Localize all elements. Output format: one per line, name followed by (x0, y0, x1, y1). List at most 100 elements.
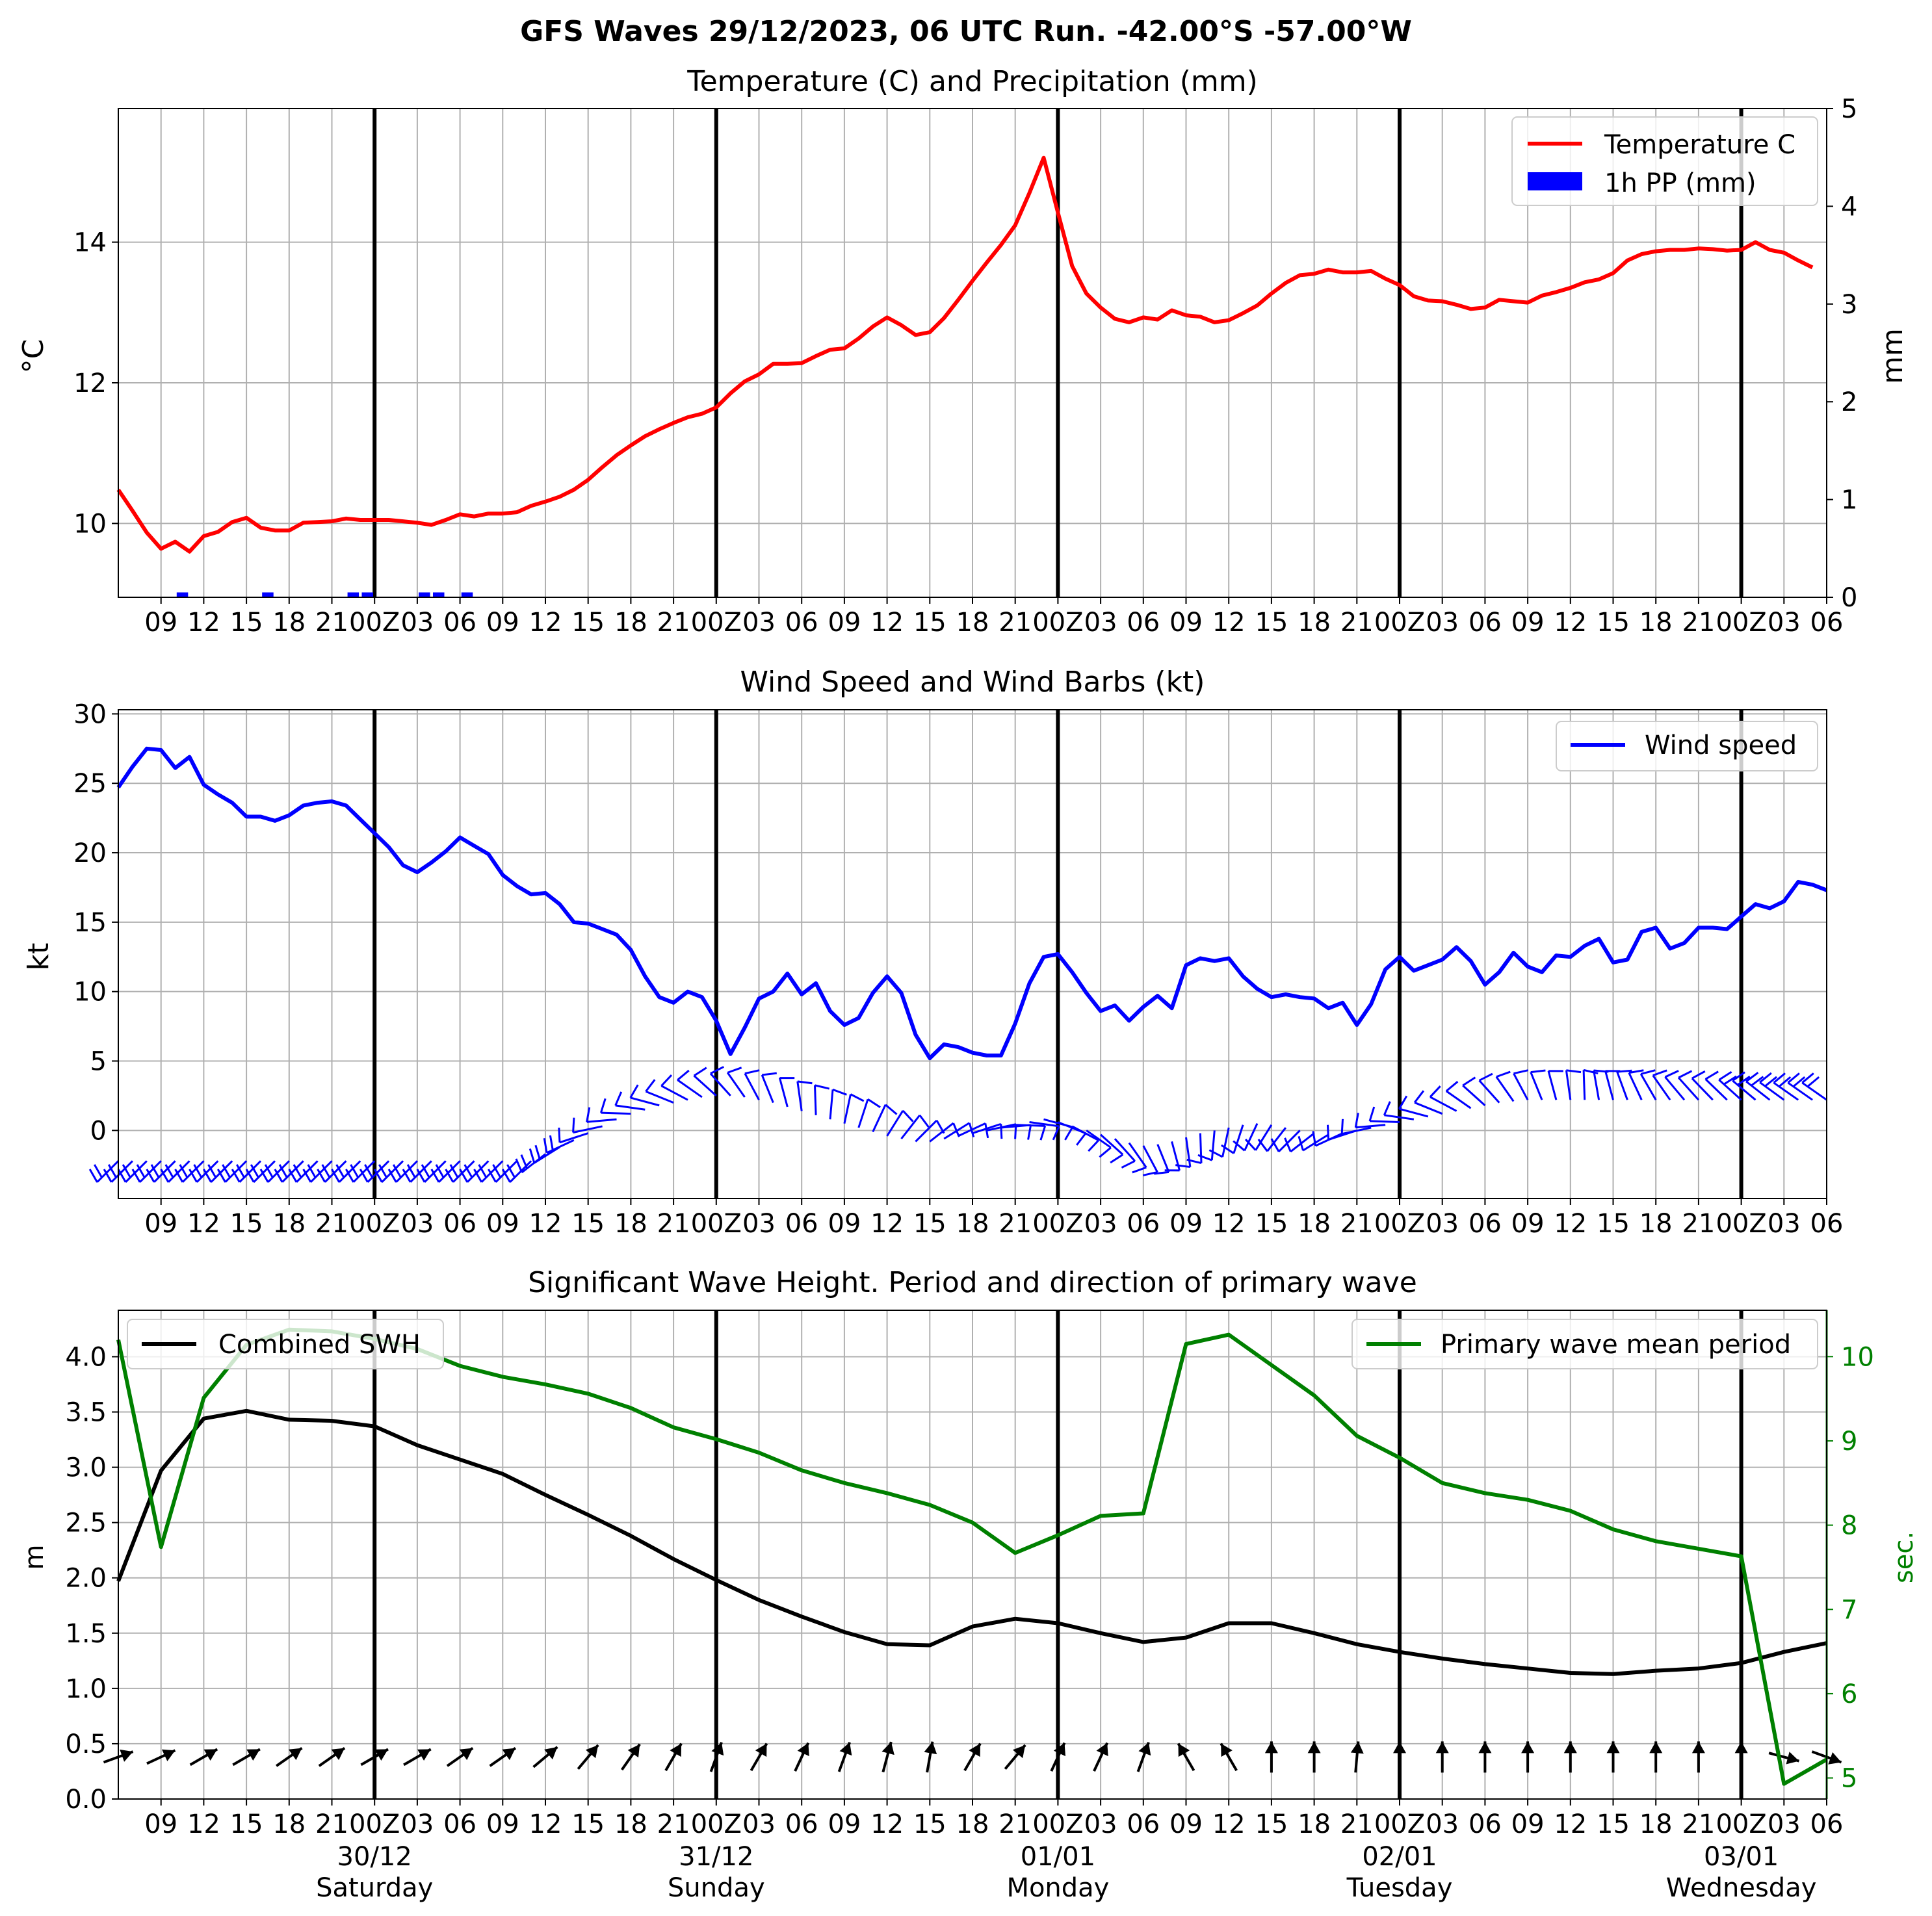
wave-direction-arrow (232, 1748, 261, 1767)
y-right-tick-label: 3 (1841, 290, 1857, 320)
y-right-tick-label: 7 (1841, 1595, 1857, 1625)
wind-barb-feather (1496, 1070, 1511, 1078)
wind-barb-feather (478, 1164, 488, 1178)
wind-barb (203, 1160, 233, 1183)
x-tick-label: 21 (999, 608, 1032, 638)
wind-barb (288, 1160, 319, 1183)
wind-barb-feather (179, 1164, 189, 1178)
wind-barb (1244, 1124, 1273, 1151)
wind-barb-feather (321, 1164, 331, 1178)
wind-barb-feather (236, 1164, 245, 1178)
wave-direction-arrow (532, 1746, 558, 1768)
wind-barb-shaft (410, 1160, 432, 1183)
temperature-y-axis-label: °C (17, 339, 50, 374)
x-tick-label: 09 (1511, 1209, 1545, 1239)
x-tick-label: 15 (913, 1809, 946, 1839)
wind-barb-feather (146, 1169, 155, 1183)
x-tick-label: 18 (1298, 1809, 1331, 1839)
y-tick-label: 4.0 (65, 1342, 107, 1372)
wind-barb-feather (1617, 1069, 1632, 1073)
wind-barb-shaft (167, 1160, 190, 1183)
wind-barb-feather (345, 1169, 354, 1183)
x-tick-label: 15 (230, 1209, 263, 1239)
figure-suptitle: GFS Waves 29/12/2023, 06 UTC Run. -42.00… (520, 15, 1412, 48)
wind-barb-feather (359, 1169, 369, 1183)
wind-barb-shaft (1278, 1130, 1301, 1152)
wind-barb-feather (216, 1169, 226, 1183)
wave-direction-arrow (1136, 1742, 1151, 1772)
wind-barb-feather (136, 1164, 146, 1178)
wind-barb-shaft (1664, 1076, 1686, 1101)
wind-barb-feather (421, 1164, 430, 1178)
wind-barb (146, 1160, 176, 1183)
wind-barb (1175, 1137, 1192, 1169)
x-tick-label: 03 (1426, 1809, 1459, 1839)
arrow-head (670, 1743, 682, 1757)
wind-barb-feather (1326, 1124, 1330, 1140)
arrow-head (1786, 1752, 1799, 1765)
wind-barb (1186, 1133, 1203, 1165)
arrow-head (544, 1746, 558, 1760)
wind-barb-feather (193, 1164, 203, 1178)
wind-barb-feather (435, 1164, 445, 1178)
wind-barb-feather (1312, 1131, 1317, 1146)
wind-barb-feather (1759, 1072, 1772, 1083)
wind-barb-shaft (1341, 1126, 1372, 1135)
wind-barb-shaft (843, 1094, 852, 1124)
wind-barb-feather (797, 1080, 813, 1085)
day-label: Wednesday (1666, 1873, 1817, 1903)
wind-barb-feather (1197, 1154, 1212, 1161)
x-tick-label: 09 (1511, 1809, 1545, 1839)
wind-barb (572, 1117, 603, 1133)
wind-barb-shaft (915, 1119, 937, 1143)
date-label: 30/12 (337, 1842, 412, 1872)
wind-barb-shaft (709, 1072, 731, 1096)
wind-barb-feather (430, 1169, 440, 1183)
wind-barb (1220, 1124, 1244, 1154)
day-label: Sunday (668, 1873, 765, 1903)
wind-barb-shaft (338, 1160, 361, 1183)
wind-barb (958, 1122, 989, 1139)
arrow-head (203, 1749, 218, 1761)
wind-barb-feather (850, 1093, 865, 1102)
date-label: 03/01 (1704, 1842, 1779, 1872)
wind-barb (416, 1160, 447, 1183)
wind-barb (189, 1160, 219, 1183)
wind-barb-feather (293, 1164, 302, 1178)
x-tick-label: 09 (144, 608, 177, 638)
x-tick-label: 12 (1212, 608, 1246, 638)
wave-direction-arrow (1350, 1741, 1364, 1773)
wave-direction-arrow (360, 1748, 389, 1767)
wind-barb-feather (1737, 1076, 1751, 1086)
wind-barb (645, 1079, 674, 1104)
wind-barb-feather (250, 1164, 259, 1178)
x-tick-label: 21 (1340, 608, 1374, 638)
wind-barb-feather (1732, 1071, 1745, 1081)
x-tick-label: 00Z (1716, 608, 1766, 638)
wind-barb-feather (1233, 1140, 1246, 1152)
arrow-head (1221, 1743, 1233, 1757)
wind-barb-feather (1678, 1070, 1693, 1079)
wind-barb-shaft (1015, 1124, 1045, 1127)
precip-bar (419, 592, 430, 597)
swh-series-line (116, 1408, 1827, 1676)
wind-barb (331, 1160, 361, 1183)
legend-label-temperature: Temperature C (1604, 130, 1795, 160)
wind-barb-feather (902, 1109, 914, 1122)
x-tick-label: 00Z (349, 608, 400, 638)
wind-barb-feather (1640, 1069, 1656, 1075)
wind-barb-shaft (1745, 1080, 1771, 1101)
wave-direction-arrow (709, 1742, 724, 1772)
x-tick-label: 21 (657, 1809, 690, 1839)
x-tick-label: 12 (870, 1209, 904, 1239)
wind-barb (1413, 1090, 1443, 1115)
wind-barb (117, 1160, 148, 1183)
wind-barb (345, 1160, 376, 1183)
wind-barb (1801, 1072, 1827, 1101)
wind-barb (1383, 1101, 1415, 1120)
precip-y-axis-label: mm (1876, 328, 1909, 384)
wind-barb (88, 1160, 120, 1183)
wind-barb-feather (302, 1169, 312, 1183)
arrow-head (585, 1744, 599, 1759)
wind-barb (1128, 1142, 1147, 1174)
